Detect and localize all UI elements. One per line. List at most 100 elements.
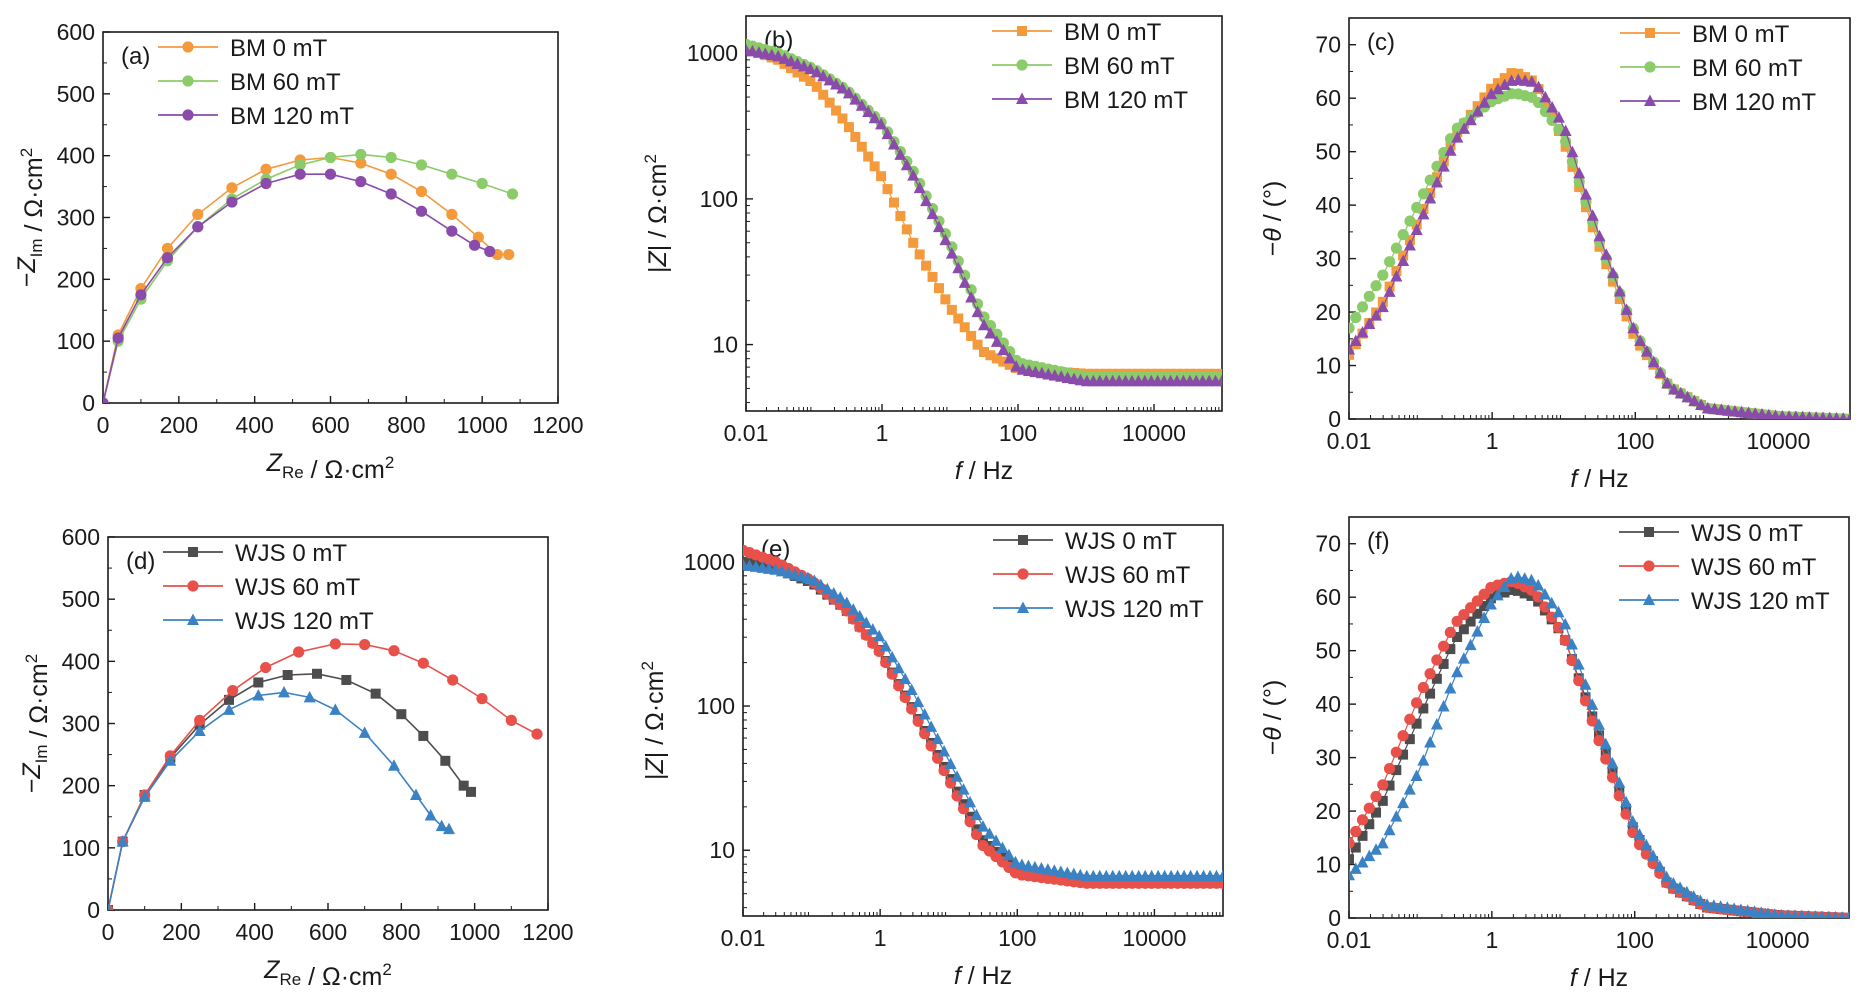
data-point <box>1390 746 1402 758</box>
data-point <box>817 69 830 82</box>
data-point <box>1647 355 1660 368</box>
data-point <box>1559 617 1572 630</box>
y-tick-label: 300 <box>62 711 100 737</box>
series-line <box>1349 581 1849 918</box>
data-point <box>938 745 951 757</box>
x-tick-label: 600 <box>311 412 349 438</box>
legend-marker <box>1644 94 1656 106</box>
data-point <box>945 247 958 259</box>
series-bm-120-mt <box>746 43 1222 387</box>
data-point <box>468 239 481 251</box>
data-point <box>843 122 854 133</box>
data-point <box>1797 909 1807 918</box>
data-point <box>821 582 834 595</box>
data-point <box>1349 349 1354 360</box>
data-point <box>1525 75 1538 87</box>
data-point <box>312 668 322 679</box>
data-point <box>1444 626 1456 639</box>
data-point <box>818 89 829 100</box>
data-point <box>842 86 855 99</box>
legend-label: BM 0 mT <box>1064 19 1162 46</box>
data-point <box>282 670 293 681</box>
data-point <box>834 591 847 603</box>
data-point <box>785 54 798 67</box>
data-point <box>329 638 341 650</box>
data-point <box>1383 763 1396 775</box>
data-point <box>116 835 129 847</box>
data-point <box>875 117 888 130</box>
data-point <box>900 158 913 171</box>
legend-label: WJS 120 mT <box>1691 588 1830 615</box>
plot-frame <box>1348 516 1850 919</box>
data-point <box>1769 908 1780 918</box>
data-point <box>946 304 957 315</box>
data-layer <box>746 38 1222 387</box>
series-bm-120-mt <box>103 168 496 403</box>
data-point <box>418 730 429 741</box>
data-point <box>227 684 239 697</box>
y-tick-label: 70 <box>1315 32 1341 58</box>
data-point <box>1831 910 1840 918</box>
data-point <box>1599 737 1612 750</box>
data-point <box>329 703 342 715</box>
data-point <box>1445 644 1456 655</box>
series-bm-120-mt <box>1349 73 1850 419</box>
data-point <box>1002 848 1015 861</box>
legend-marker <box>182 75 194 87</box>
x-tick-label: 100 <box>999 420 1037 446</box>
legend-marker <box>1017 26 1027 36</box>
data-point <box>1377 795 1388 806</box>
data-point <box>424 809 437 821</box>
x-tick-label: 0.01 <box>1327 428 1372 454</box>
data-point <box>1832 411 1841 419</box>
y-tick-label: 200 <box>62 773 100 799</box>
y-tick-label: 10 <box>709 837 735 863</box>
data-point <box>1593 718 1605 730</box>
data-point <box>1540 98 1551 109</box>
data-point <box>1613 284 1626 297</box>
data-point <box>1498 580 1511 592</box>
data-point <box>226 196 238 208</box>
x-axis-label: ZRe / Ω·cm2 <box>266 449 395 484</box>
data-point <box>1546 101 1559 113</box>
data-point <box>1377 269 1389 281</box>
data-point <box>1403 238 1416 251</box>
y-tick-label: 60 <box>1315 85 1341 111</box>
y-tick-label: 10 <box>712 332 738 358</box>
data-point <box>1363 849 1376 862</box>
data-point <box>1620 303 1633 315</box>
y-axis-label: −θ / (°) <box>1259 181 1287 257</box>
data-point <box>850 131 861 142</box>
y-tick-label: 40 <box>1315 192 1341 218</box>
series-line <box>108 691 450 910</box>
data-point <box>1349 322 1355 334</box>
legend-marker <box>1643 560 1655 572</box>
data-point <box>1627 321 1640 334</box>
legend-label: WJS 0 mT <box>1065 528 1177 555</box>
data-point <box>226 182 238 194</box>
data-point <box>324 168 337 180</box>
legend-marker <box>1644 61 1656 73</box>
data-point <box>1667 383 1680 395</box>
legend-label: WJS 120 mT <box>235 608 374 635</box>
data-point <box>1437 640 1450 652</box>
data-point <box>1472 608 1483 619</box>
data-point <box>1607 266 1620 279</box>
data-point <box>1356 856 1369 868</box>
data-point <box>1694 894 1707 906</box>
data-point <box>505 714 517 726</box>
series-line <box>108 643 538 910</box>
x-axis-label: ZRe / Ω·cm2 <box>263 956 392 991</box>
data-point <box>1798 410 1807 419</box>
data-point <box>1506 68 1517 79</box>
data-point <box>791 57 804 69</box>
data-point <box>991 353 1002 364</box>
data-point <box>1371 807 1382 818</box>
legend: BM 0 mT BM 60 mT BM 120 mT <box>992 19 1188 114</box>
data-point <box>1363 802 1375 814</box>
data-point <box>1437 160 1450 172</box>
data-point <box>112 332 124 344</box>
data-point <box>1425 688 1436 699</box>
data-point <box>1464 113 1477 126</box>
x-tick-label: 0.01 <box>1327 927 1372 953</box>
